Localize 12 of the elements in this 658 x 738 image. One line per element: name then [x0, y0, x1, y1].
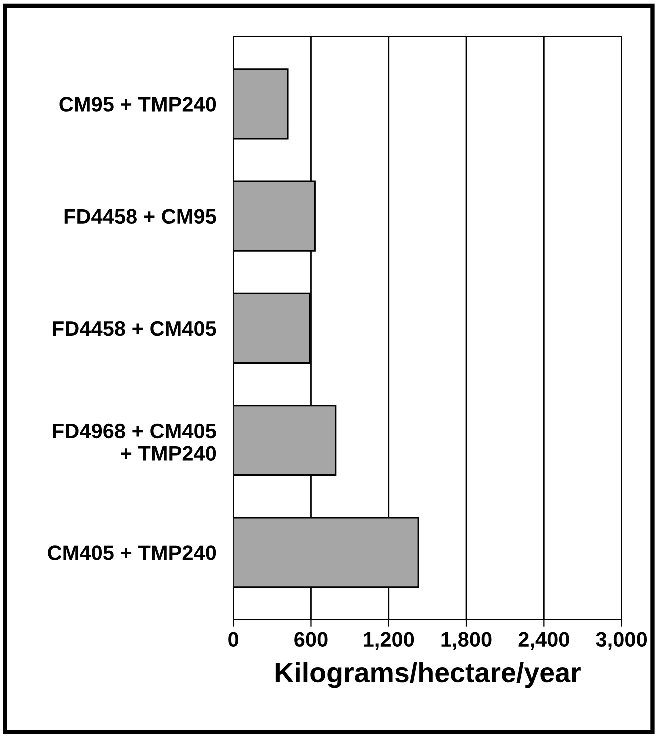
x-tick-label: 1,800	[442, 632, 492, 650]
x-tick-label: 1,200	[364, 632, 414, 650]
x-tick-label: 0	[228, 632, 239, 648]
x-tick-label: 2,400	[518, 632, 570, 650]
y-tick-label: CM95 + TMP240	[60, 97, 216, 112]
y-tick-label: FD4458 + CM95	[64, 209, 216, 224]
y-tick-label: FD4458 + CM405	[53, 321, 216, 336]
x-tick-label: 600	[294, 632, 328, 648]
y-tick-label: FD4968 + CM405 + TMP240	[53, 424, 216, 462]
x-tick-label: 3,000	[596, 632, 648, 650]
x-axis-title: Kilograms/hectare/year	[276, 662, 581, 688]
y-tick-label: CM405 + TMP240	[48, 546, 216, 560]
